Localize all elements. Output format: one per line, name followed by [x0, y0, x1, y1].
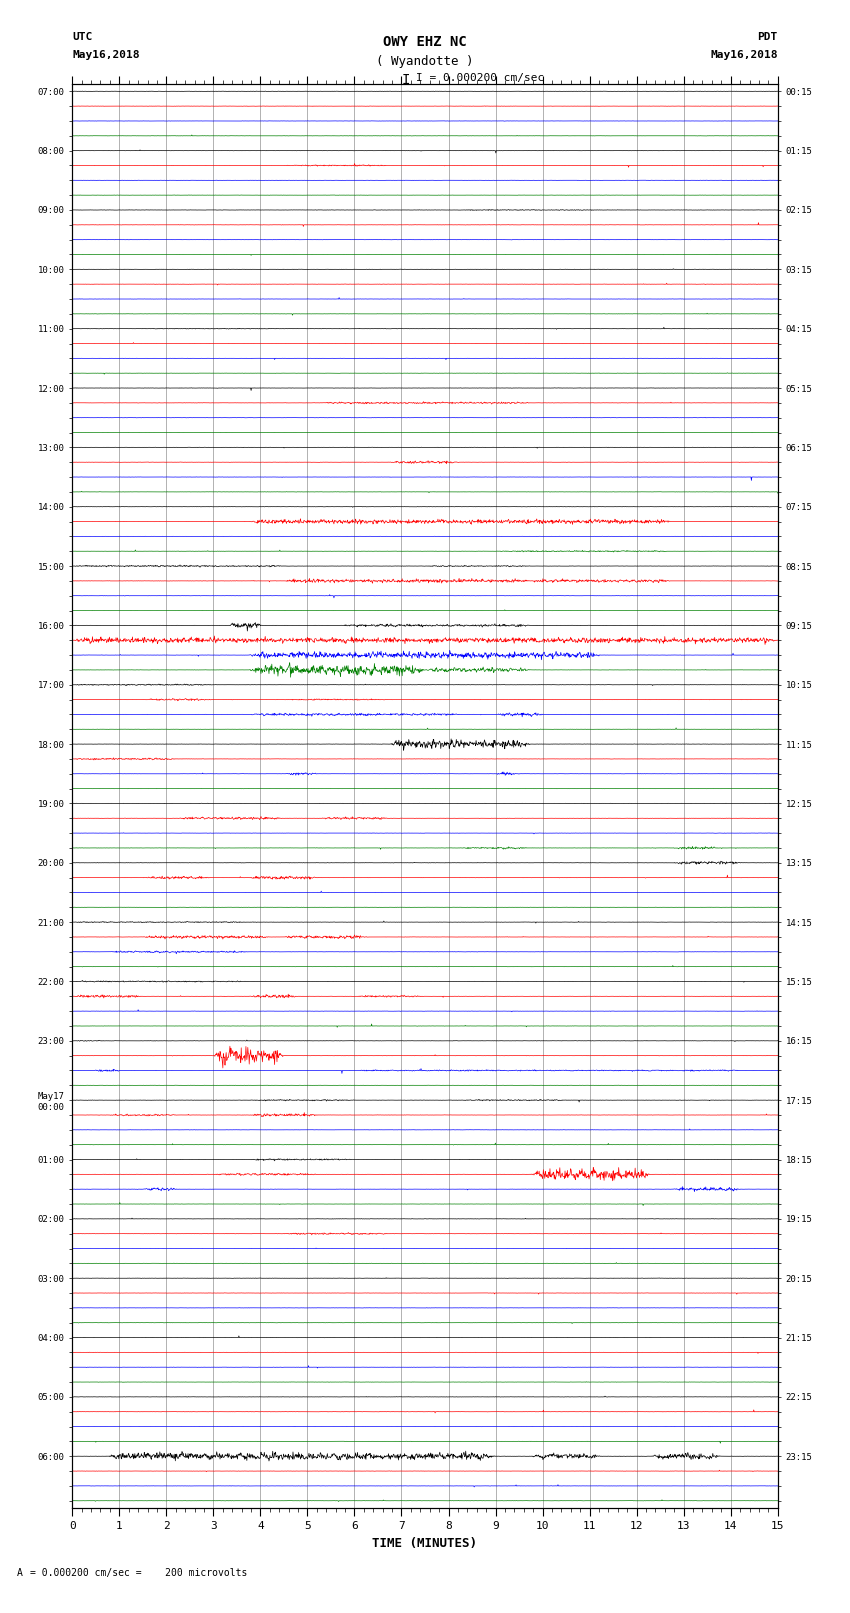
- Text: ( Wyandotte ): ( Wyandotte ): [377, 55, 473, 68]
- Text: I: I: [402, 73, 411, 87]
- Text: May16,2018: May16,2018: [72, 50, 139, 60]
- Text: I = 0.000200 cm/sec: I = 0.000200 cm/sec: [416, 73, 545, 82]
- Text: May16,2018: May16,2018: [711, 50, 778, 60]
- Text: A: A: [17, 1568, 23, 1578]
- Text: PDT: PDT: [757, 32, 778, 42]
- Text: = 0.000200 cm/sec =    200 microvolts: = 0.000200 cm/sec = 200 microvolts: [30, 1568, 247, 1578]
- Text: OWY EHZ NC: OWY EHZ NC: [383, 35, 467, 50]
- Text: UTC: UTC: [72, 32, 93, 42]
- X-axis label: TIME (MINUTES): TIME (MINUTES): [372, 1537, 478, 1550]
